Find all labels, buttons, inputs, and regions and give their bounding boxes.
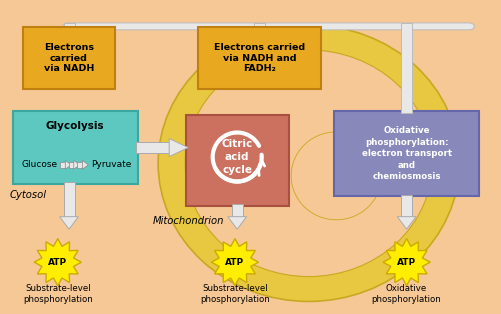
Text: Glycolysis: Glycolysis <box>46 121 104 131</box>
Text: Electrons carried
via NADH and
FADH₂: Electrons carried via NADH and FADH₂ <box>214 43 305 73</box>
Polygon shape <box>400 195 411 217</box>
Ellipse shape <box>158 25 458 301</box>
FancyBboxPatch shape <box>63 23 473 30</box>
FancyBboxPatch shape <box>185 115 288 206</box>
Polygon shape <box>211 239 258 286</box>
Polygon shape <box>396 217 415 229</box>
Polygon shape <box>254 23 265 28</box>
Text: Oxidative
phosphorylation: Oxidative phosphorylation <box>371 284 440 304</box>
Text: Mitochondrion: Mitochondrion <box>153 216 224 226</box>
Text: ATP: ATP <box>225 258 244 267</box>
FancyBboxPatch shape <box>13 111 138 184</box>
Polygon shape <box>60 217 78 229</box>
Text: Pyruvate: Pyruvate <box>91 160 131 169</box>
Text: ATP: ATP <box>48 258 67 267</box>
FancyBboxPatch shape <box>333 111 478 196</box>
Polygon shape <box>82 160 88 169</box>
Polygon shape <box>69 162 74 168</box>
Text: ATP: ATP <box>396 258 415 267</box>
Text: Glucose: Glucose <box>21 160 57 169</box>
FancyBboxPatch shape <box>23 27 115 89</box>
Text: Oxidative
phosphorylation:
electron transport
and
chemiosmosis: Oxidative phosphorylation: electron tran… <box>361 127 451 181</box>
Text: Citric
acid
cycle: Citric acid cycle <box>221 139 253 175</box>
Polygon shape <box>65 160 71 169</box>
Polygon shape <box>382 239 429 286</box>
Ellipse shape <box>291 132 381 220</box>
Polygon shape <box>231 204 242 217</box>
Text: Electrons
carried
via NADH: Electrons carried via NADH <box>44 43 94 73</box>
Polygon shape <box>34 239 81 286</box>
Polygon shape <box>74 160 80 169</box>
Text: Substrate-level
phosphorylation: Substrate-level phosphorylation <box>23 284 92 304</box>
Polygon shape <box>227 217 246 229</box>
Polygon shape <box>63 23 75 28</box>
Polygon shape <box>60 162 65 168</box>
Text: Cytosol: Cytosol <box>10 190 47 200</box>
Polygon shape <box>400 23 411 113</box>
Polygon shape <box>77 162 82 168</box>
Polygon shape <box>169 138 188 157</box>
FancyBboxPatch shape <box>198 27 321 89</box>
Polygon shape <box>63 182 75 217</box>
Polygon shape <box>135 142 169 153</box>
Text: Substrate-level
phosphorylation: Substrate-level phosphorylation <box>200 284 269 304</box>
Ellipse shape <box>185 50 431 277</box>
